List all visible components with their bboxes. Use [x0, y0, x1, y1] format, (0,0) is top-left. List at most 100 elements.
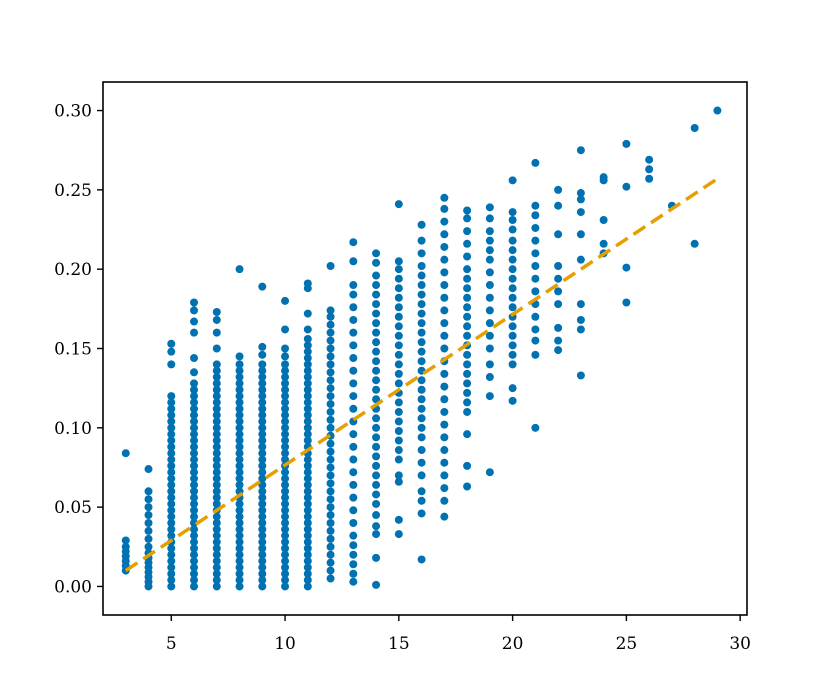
data-point	[235, 404, 244, 413]
data-point	[144, 495, 153, 504]
data-point	[121, 536, 130, 545]
data-point	[212, 411, 221, 420]
x-axis-ticks: 5 10 15 20 25 30	[166, 615, 751, 654]
data-point	[212, 308, 221, 317]
data-point	[531, 350, 540, 359]
data-point	[372, 357, 381, 366]
data-point	[394, 200, 403, 209]
data-point	[121, 449, 130, 458]
x-tick-label: 25	[616, 634, 638, 654]
data-point	[281, 385, 290, 394]
data-point	[349, 550, 358, 559]
data-point	[554, 262, 563, 271]
data-point	[190, 423, 199, 432]
data-point	[258, 499, 267, 508]
data-point	[372, 395, 381, 404]
data-point	[463, 265, 472, 274]
data-point	[235, 531, 244, 540]
data-point	[554, 323, 563, 332]
data-point	[463, 350, 472, 359]
data-point	[372, 300, 381, 309]
data-point	[167, 544, 176, 553]
data-point	[463, 388, 472, 397]
data-point	[554, 274, 563, 283]
data-point	[326, 312, 335, 321]
data-point	[212, 373, 221, 382]
data-point	[167, 531, 176, 540]
data-point	[235, 411, 244, 420]
data-point	[235, 563, 244, 572]
data-point	[485, 203, 494, 212]
data-point	[508, 350, 517, 359]
data-point	[531, 262, 540, 271]
data-point	[303, 569, 312, 578]
data-point	[212, 576, 221, 585]
data-point	[303, 461, 312, 470]
data-point	[645, 174, 654, 183]
data-point	[599, 239, 608, 248]
y-tick-label: 0.20	[54, 260, 92, 280]
data-point	[281, 493, 290, 502]
data-point	[326, 511, 335, 520]
data-point	[235, 525, 244, 534]
data-point	[303, 518, 312, 527]
data-point	[190, 563, 199, 572]
data-point	[303, 512, 312, 521]
data-point	[190, 354, 199, 363]
data-point	[394, 341, 403, 350]
data-point	[258, 569, 267, 578]
data-point	[394, 426, 403, 435]
data-point	[303, 487, 312, 496]
data-point	[394, 379, 403, 388]
data-point	[463, 360, 472, 369]
data-point	[508, 255, 517, 264]
data-point	[372, 433, 381, 442]
data-point	[144, 511, 153, 520]
data-point	[190, 512, 199, 521]
data-point	[258, 506, 267, 515]
data-point	[417, 555, 426, 564]
data-point	[167, 480, 176, 489]
data-point	[235, 449, 244, 458]
data-point	[372, 249, 381, 258]
data-point	[303, 430, 312, 439]
data-point	[235, 417, 244, 426]
data-point	[645, 155, 654, 164]
data-point	[167, 569, 176, 578]
data-point	[463, 252, 472, 261]
data-point	[394, 322, 403, 331]
scatter-points	[121, 106, 722, 591]
data-point	[190, 569, 199, 578]
data-point	[144, 534, 153, 543]
data-point	[212, 563, 221, 572]
data-point	[349, 468, 358, 477]
data-point	[554, 300, 563, 309]
data-point	[485, 246, 494, 255]
data-point	[281, 531, 290, 540]
data-point	[417, 262, 426, 271]
data-point	[349, 303, 358, 312]
data-point	[326, 574, 335, 583]
data-point	[508, 216, 517, 225]
data-point	[190, 525, 199, 534]
data-point	[190, 538, 199, 547]
data-point	[349, 404, 358, 413]
data-point	[554, 185, 563, 194]
data-point	[394, 417, 403, 426]
data-point	[440, 420, 449, 429]
data-point	[212, 315, 221, 324]
data-point	[394, 477, 403, 486]
data-point	[281, 512, 290, 521]
data-point	[417, 376, 426, 385]
data-point	[144, 487, 153, 496]
data-point	[167, 392, 176, 401]
data-point	[190, 576, 199, 585]
data-point	[326, 407, 335, 416]
data-point	[326, 352, 335, 361]
data-point	[303, 436, 312, 445]
data-point	[144, 542, 153, 551]
data-point	[463, 303, 472, 312]
data-point	[212, 360, 221, 369]
data-point	[326, 487, 335, 496]
data-point	[144, 518, 153, 527]
